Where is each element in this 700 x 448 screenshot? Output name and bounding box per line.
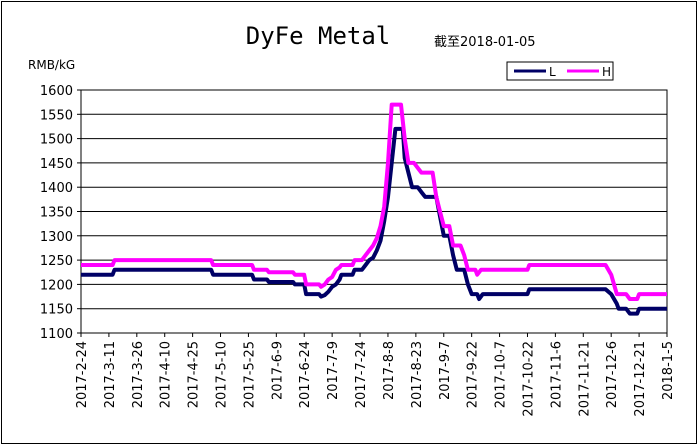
x-tick-label: 2017-9-7 xyxy=(438,341,453,400)
x-tick-label: 2017-12-6 xyxy=(605,341,620,408)
grid-lines xyxy=(81,113,667,310)
y-tick-label: 1500 xyxy=(40,133,73,148)
y-tick-label: 1200 xyxy=(40,278,73,293)
series-line-h xyxy=(81,102,667,301)
x-tick-label: 2017-4-25 xyxy=(187,341,202,408)
legend-box xyxy=(506,61,614,81)
legend: L H xyxy=(506,61,614,81)
x-tick-label: 2018-1-5 xyxy=(661,341,676,400)
x-tick-label: 2017-11-6 xyxy=(549,341,564,408)
y-axis-unit-label: RMB/kG xyxy=(28,58,75,72)
series-lines xyxy=(81,102,667,316)
chart-title: DyFe Metal xyxy=(246,22,391,50)
y-tick-label: 1350 xyxy=(40,206,73,221)
x-tick-label: 2017-11-21 xyxy=(577,341,592,417)
x-tick-label: 2017-2-24 xyxy=(75,341,90,408)
x-tick-label: 2017-5-10 xyxy=(215,341,230,408)
x-tick-label: 2017-9-22 xyxy=(466,341,481,408)
y-axis: 1100 1150 1200 1250 1300 1350 1400 1450 1500 1550… xyxy=(40,84,81,342)
x-tick-label: 2017-7-9 xyxy=(326,341,341,400)
y-tick-label: 1600 xyxy=(40,84,73,99)
x-tick-label: 2017-8-23 xyxy=(410,341,425,408)
y-tick-label: 1450 xyxy=(40,157,73,172)
legend-label-h: H xyxy=(602,65,611,79)
x-tick-label: 2017-6-24 xyxy=(298,341,313,408)
y-tick-label: 1300 xyxy=(40,230,73,245)
x-tick-label: 2017-3-26 xyxy=(131,341,146,408)
x-tick-label: 2017-6-9 xyxy=(270,341,285,400)
y-tick-label: 1100 xyxy=(40,327,73,342)
chart-subtitle: 截至2018-01-05 xyxy=(434,35,536,50)
series-line-l xyxy=(81,126,667,316)
x-axis: 2017-2-24 2017-3-11 2017-3-26 2017-4-10 2017… xyxy=(75,333,676,417)
y-tick-label: 1550 xyxy=(40,108,73,123)
x-tick-label: 2017-4-10 xyxy=(159,341,174,408)
x-tick-label: 2017-10-22 xyxy=(521,341,536,417)
x-tick-label: 2017-3-11 xyxy=(103,341,118,408)
x-tick-label: 2017-7-24 xyxy=(354,341,369,408)
chart-svg: DyFe Metal 截至2018-01-05 RMB/kG 110011501… xyxy=(28,22,676,417)
x-tick-label: 2017-10-7 xyxy=(494,341,509,408)
x-tick-label: 2017-5-25 xyxy=(242,341,257,408)
y-tick-label: 1250 xyxy=(40,254,73,269)
y-tick-label: 1400 xyxy=(40,181,73,196)
legend-label-l: L xyxy=(549,65,556,79)
x-tick-label: 2017-8-8 xyxy=(382,341,397,400)
y-tick-label: 1150 xyxy=(40,303,73,318)
x-tick-label: 2017-12-21 xyxy=(633,341,648,417)
